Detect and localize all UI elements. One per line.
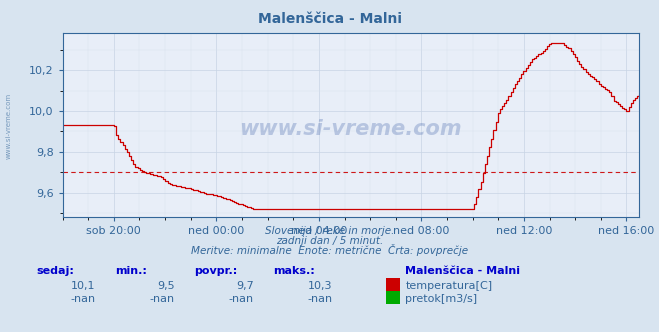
Text: www.si-vreme.com: www.si-vreme.com (5, 93, 12, 159)
Text: -nan: -nan (71, 294, 96, 304)
Text: zadnji dan / 5 minut.: zadnji dan / 5 minut. (276, 236, 383, 246)
Text: sedaj:: sedaj: (36, 266, 74, 276)
Text: 9,5: 9,5 (157, 281, 175, 291)
Text: min.:: min.: (115, 266, 147, 276)
Text: povpr.:: povpr.: (194, 266, 238, 276)
Text: -nan: -nan (308, 294, 333, 304)
Text: www.si-vreme.com: www.si-vreme.com (240, 119, 462, 139)
Text: Malenščica - Malni: Malenščica - Malni (258, 12, 401, 26)
Text: 9,7: 9,7 (236, 281, 254, 291)
Text: pretok[m3/s]: pretok[m3/s] (405, 294, 477, 304)
Text: 10,3: 10,3 (308, 281, 333, 291)
Text: Meritve: minimalne  Enote: metrične  Črta: povprečje: Meritve: minimalne Enote: metrične Črta:… (191, 244, 468, 256)
Text: 10,1: 10,1 (71, 281, 96, 291)
Text: Slovenija / reke in morje.: Slovenija / reke in morje. (265, 226, 394, 236)
Text: -nan: -nan (229, 294, 254, 304)
Text: Malenščica - Malni: Malenščica - Malni (405, 266, 521, 276)
Text: temperatura[C]: temperatura[C] (405, 281, 492, 290)
Text: maks.:: maks.: (273, 266, 315, 276)
Text: -nan: -nan (150, 294, 175, 304)
